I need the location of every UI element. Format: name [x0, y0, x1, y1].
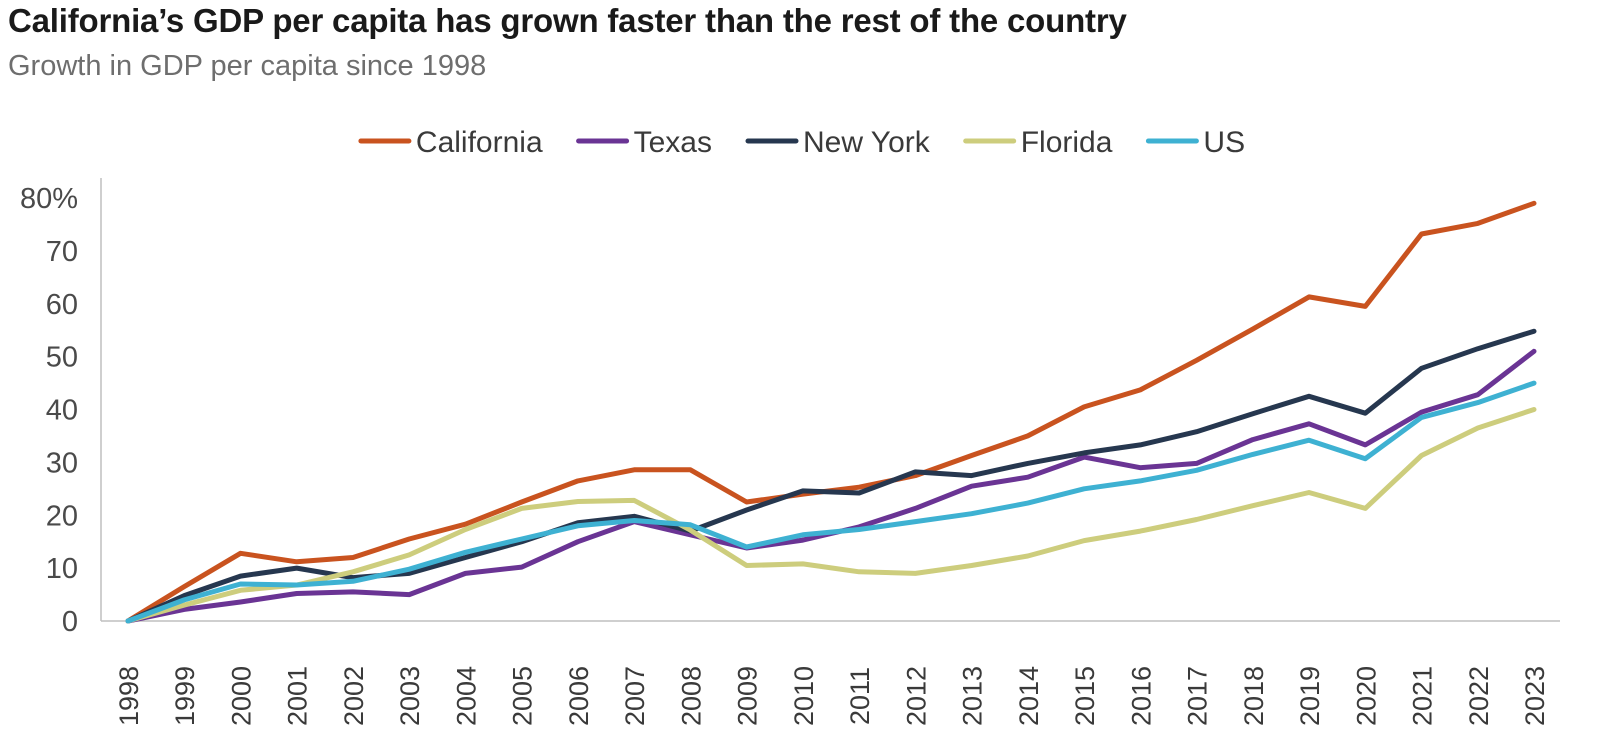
x-tick-label: 2006: [564, 666, 594, 726]
y-tick-label: 60: [46, 289, 78, 321]
legend-label: Florida: [1021, 126, 1113, 159]
chart-subtitle: Growth in GDP per capita since 1998: [8, 50, 487, 82]
x-tick-label: 2000: [226, 666, 256, 726]
legend-label: New York: [803, 126, 931, 159]
y-tick-label: 40: [46, 395, 78, 427]
x-tick-label: 2011: [845, 667, 875, 725]
x-tick-label: 2017: [1183, 666, 1213, 726]
chart-legend: California Texas New York Florida US: [358, 126, 1245, 159]
x-tick-label: 2023: [1520, 666, 1550, 726]
x-tick-label: 2022: [1464, 666, 1494, 726]
legend-item-california: California: [358, 126, 543, 159]
x-tick-label: 2014: [1014, 666, 1044, 726]
x-tick-label: 2010: [789, 666, 819, 726]
series-lines: [125, 200, 1537, 624]
x-tick-label: 2009: [733, 666, 763, 726]
x-tick-label: 1999: [170, 666, 200, 726]
x-tick-label: 1998: [114, 666, 144, 726]
x-tick-label: 2002: [339, 666, 369, 726]
x-axis-ticks: 1998 1999 2000 2001 2002 2003 2004 2005 2006 2007…: [114, 666, 1550, 726]
x-tick-label: 2003: [395, 666, 425, 726]
y-tick-label: 70: [46, 236, 78, 268]
x-tick-label: 2020: [1351, 666, 1381, 726]
y-tick-label: 20: [46, 500, 78, 532]
x-tick-label: 2012: [901, 666, 931, 726]
legend-label: Texas: [634, 126, 712, 159]
legend-label: US: [1203, 126, 1245, 159]
series-line-california: [125, 200, 1537, 624]
x-tick-label: 2021: [1408, 666, 1438, 726]
y-tick-label: 10: [46, 553, 78, 585]
chart-title: California’s GDP per capita has grown fa…: [8, 2, 1127, 39]
x-tick-label: 2004: [451, 666, 481, 726]
x-tick-label: 2016: [1126, 666, 1156, 726]
x-tick-label: 2015: [1070, 666, 1100, 726]
series-line-us: [125, 380, 1537, 624]
y-axis-ticks: 0 10 20 30 40 50 60 70 80%: [20, 183, 78, 638]
x-tick-label: 2001: [283, 666, 313, 726]
legend-item-new-york: New York: [745, 126, 931, 159]
legend-label: California: [416, 126, 543, 159]
legend-item-us: US: [1145, 126, 1245, 159]
x-tick-label: 2008: [676, 666, 706, 726]
y-tick-label: 30: [46, 447, 78, 479]
series-line-florida: [125, 407, 1537, 624]
y-tick-label: 50: [46, 342, 78, 374]
x-tick-label: 2018: [1239, 666, 1269, 726]
x-tick-label: 2005: [508, 666, 538, 726]
legend-item-florida: Florida: [963, 126, 1113, 159]
x-tick-label: 2019: [1295, 666, 1325, 726]
legend-item-texas: Texas: [576, 126, 712, 159]
x-tick-label: 2007: [620, 666, 650, 726]
y-tick-label: 0: [62, 606, 78, 638]
x-tick-label: 2013: [958, 666, 988, 726]
y-tick-label: 80%: [20, 183, 78, 215]
